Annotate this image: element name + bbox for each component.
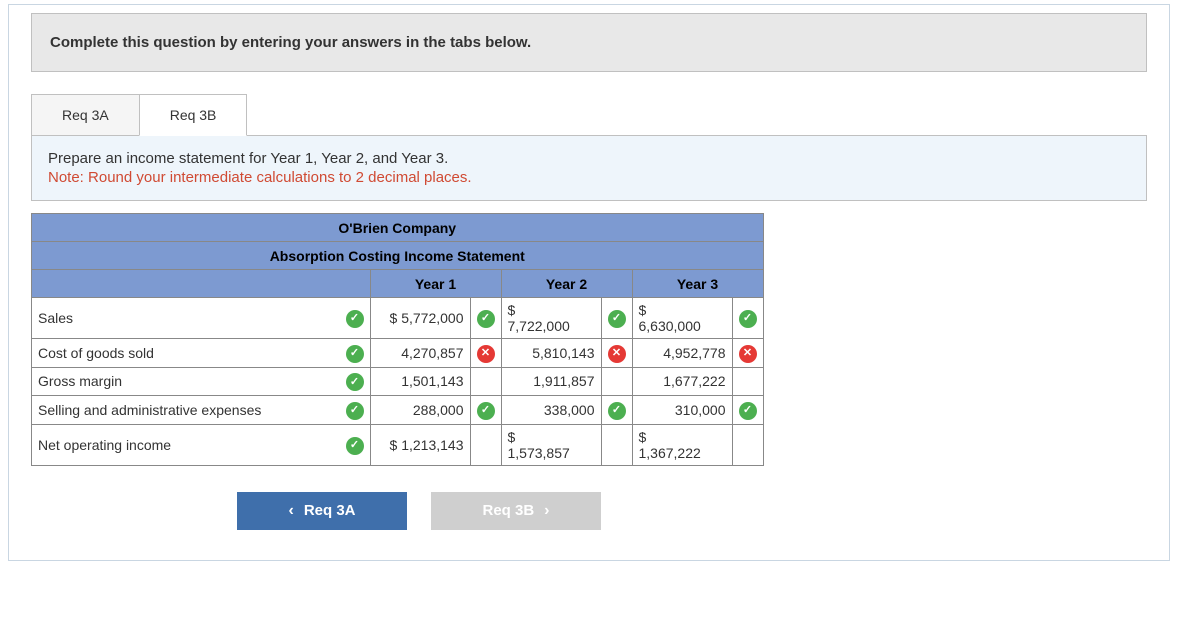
label-noi[interactable]: Net operating income xyxy=(32,424,340,465)
company-header: O'Brien Company xyxy=(32,214,764,242)
tabs: Req 3A Req 3B xyxy=(31,94,1147,136)
chevron-left-icon: ‹ xyxy=(288,502,293,520)
col-year3: Year 3 xyxy=(632,270,763,298)
note-box: Prepare an income statement for Year 1, … xyxy=(31,135,1147,201)
prev-button[interactable]: ‹ Req 3A xyxy=(237,492,407,530)
check-icon xyxy=(739,402,757,420)
sales-y3[interactable]: $6,630,000 xyxy=(632,298,732,339)
noi-y2: $1,573,857 xyxy=(501,424,601,465)
label-sga[interactable]: Selling and administrative expenses xyxy=(32,396,340,425)
sales-y1[interactable]: $ 5,772,000 xyxy=(370,298,470,339)
gross-y1: 1,501,143 xyxy=(370,367,470,396)
noi-y1: $ 1,213,143 xyxy=(370,424,470,465)
col-year1: Year 1 xyxy=(370,270,501,298)
cross-icon xyxy=(739,345,757,363)
sales-y2[interactable]: $7,722,000 xyxy=(501,298,601,339)
check-icon xyxy=(608,402,626,420)
check-icon xyxy=(346,437,364,455)
row-cogs: Cost of goods sold 4,270,857 5,810,143 4… xyxy=(32,339,764,368)
check-icon xyxy=(346,310,364,328)
cogs-y2[interactable]: 5,810,143 xyxy=(501,339,601,368)
cogs-y3[interactable]: 4,952,778 xyxy=(632,339,732,368)
check-icon xyxy=(477,310,495,328)
cogs-y1[interactable]: 4,270,857 xyxy=(370,339,470,368)
income-table-wrap: O'Brien Company Absorption Costing Incom… xyxy=(31,213,1147,466)
check-icon xyxy=(739,310,757,328)
prev-label: Req 3A xyxy=(304,502,356,519)
check-icon xyxy=(346,345,364,363)
check-icon xyxy=(346,373,364,391)
next-label: Req 3B xyxy=(482,502,534,519)
row-noi: Net operating income $ 1,213,143 $1,573,… xyxy=(32,424,764,465)
label-gross[interactable]: Gross margin xyxy=(32,367,340,396)
cross-icon xyxy=(477,345,495,363)
question-container: Complete this question by entering your … xyxy=(8,4,1170,561)
next-button[interactable]: Req 3B › xyxy=(431,492,601,530)
sga-y3[interactable]: 310,000 xyxy=(632,396,732,425)
instruction-bar: Complete this question by entering your … xyxy=(31,13,1147,72)
col-year2: Year 2 xyxy=(501,270,632,298)
label-sales[interactable]: Sales xyxy=(32,298,340,339)
note-line2: Note: Round your intermediate calculatio… xyxy=(48,169,1130,186)
check-icon xyxy=(608,310,626,328)
sga-y1[interactable]: 288,000 xyxy=(370,396,470,425)
row-gross: Gross margin 1,501,143 1,911,857 1,677,2… xyxy=(32,367,764,396)
sga-y2[interactable]: 338,000 xyxy=(501,396,601,425)
note-line1: Prepare an income statement for Year 1, … xyxy=(48,150,1130,167)
noi-y3: $1,367,222 xyxy=(632,424,732,465)
label-cogs[interactable]: Cost of goods sold xyxy=(32,339,340,368)
income-statement-table: O'Brien Company Absorption Costing Incom… xyxy=(31,213,764,466)
row-sga: Selling and administrative expenses 288,… xyxy=(32,396,764,425)
gross-y2: 1,911,857 xyxy=(501,367,601,396)
cross-icon xyxy=(608,345,626,363)
check-icon xyxy=(346,402,364,420)
chevron-right-icon: › xyxy=(544,502,549,520)
tab-req-3a[interactable]: Req 3A xyxy=(31,94,140,136)
gross-y3: 1,677,222 xyxy=(632,367,732,396)
statement-title: Absorption Costing Income Statement xyxy=(32,242,764,270)
nav-buttons: ‹ Req 3A Req 3B › xyxy=(209,492,629,530)
row-sales: Sales $ 5,772,000 $7,722,000 $6,630,000 xyxy=(32,298,764,339)
check-icon xyxy=(477,402,495,420)
tab-req-3b[interactable]: Req 3B xyxy=(139,94,248,136)
